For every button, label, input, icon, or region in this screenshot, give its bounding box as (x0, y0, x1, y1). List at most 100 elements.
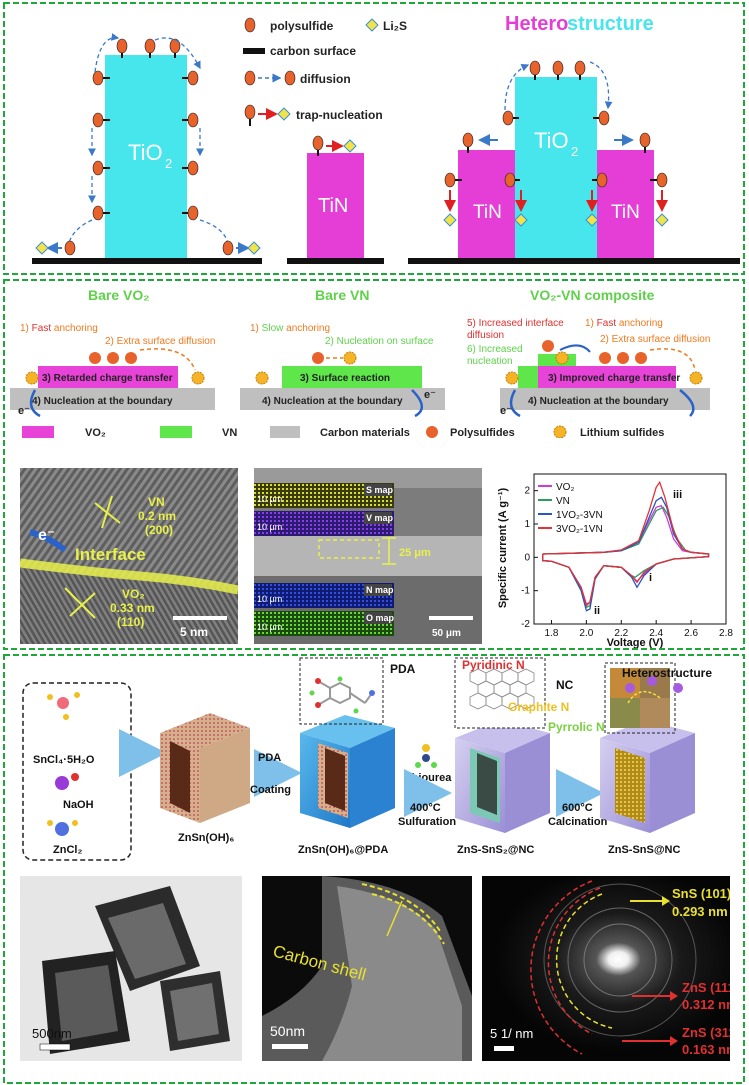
product-2: ZnSn(OH)₆@PDA (298, 844, 388, 856)
inset-pda (299, 657, 384, 725)
comp-step6a: 6) Increased (467, 344, 523, 355)
cv-chart: 1.8 2.0 2.2 2.4 2.6 2.8 -2 -1 0 1 2 VO₂ VN 1VO₂-3VN 3… (497, 473, 733, 648)
product-4: ZnS-SnS@NC (608, 844, 681, 856)
tio2-sub-left: 2 (165, 156, 172, 171)
saed-zns311-b: 0.163 nm (682, 1042, 730, 1057)
legend-diffusion: diffusion (300, 72, 351, 86)
cv-legend-label-1: VN (556, 496, 570, 507)
cv-ytick-label: 2 (524, 486, 530, 497)
tem-interface-image: e⁻ Interface VN 0.2 nm (200) VO₂ 0.33 nm… (20, 468, 238, 644)
vo2-layer (38, 366, 178, 388)
tin-label-mid: TiN (318, 195, 348, 217)
cv-xtick-label: 2.2 (614, 628, 628, 639)
vn-step4: 4) Nucleation at the boundary (262, 396, 403, 407)
panel1-frame (3, 2, 745, 275)
cv-ytick-label: 1 (524, 519, 530, 530)
cv-xtick-label: 2.4 (649, 628, 663, 639)
comp-step3: 3) Improved charge transfer (548, 373, 680, 384)
panel3-frame (3, 654, 745, 1084)
map-o-scale: 10 μm (257, 622, 282, 632)
comp-step5a: 5) Increased interface (467, 318, 564, 329)
hetero-title-b: structure (567, 13, 654, 35)
cv-ytick-label: 0 (524, 552, 530, 563)
vo2-electron: e⁻ (18, 405, 30, 417)
tem-vo2-c: (110) (117, 615, 144, 629)
carbon-surface-icon (243, 48, 265, 54)
comp-step5b: diffusion (467, 330, 504, 341)
reagent-zncl2: ZnCl₂ (53, 844, 82, 856)
vn-step2: 2) Nucleation on surface (325, 336, 434, 347)
inset-graphite: Graphite N (508, 700, 569, 714)
tem-cubes-image: 500nm (20, 876, 242, 1061)
saed-pattern-image: SnS (101) 0.293 nm ZnS (111) 0.312 nm Zn… (482, 876, 730, 1061)
cv-xtick-label: 2.8 (719, 628, 733, 639)
legend-carbon: carbon surface (270, 44, 356, 58)
panel-vo2-vn-schematic: Bare VO₂ Bare VN VO₂-VN composite 1) Fas… (10, 287, 710, 438)
map-s-label: S map (366, 485, 394, 495)
vo2-step2: 2) Extra surface diffusion (105, 336, 215, 347)
legend-lis-icon (553, 425, 567, 438)
saed-scale: 5 1/ nm (490, 1026, 533, 1041)
map-o-label: O map (366, 613, 395, 623)
tem-electron: e⁻ (38, 527, 55, 544)
vn-layer (282, 366, 422, 388)
tio2-block-left (105, 55, 187, 258)
saed-zns111-b: 0.312 nm (682, 997, 730, 1012)
legend-vn: VN (222, 427, 237, 438)
legend-polysulfide: polysulfide (270, 19, 334, 33)
map-n-label: N map (366, 585, 394, 595)
cv-ytick-label: -1 (521, 586, 530, 597)
cv-legend-label-2: 1VO₂-3VN (556, 510, 603, 521)
tin-block-right (597, 150, 654, 258)
map-s-scale: 10 μm (257, 494, 282, 504)
map-v-scale: 10 μm (257, 522, 282, 532)
legend-vn-swatch (160, 426, 192, 438)
cv-xtick-label: 2.6 (684, 628, 698, 639)
hetero-title-a: Hetero (505, 13, 568, 35)
cv-xtick-label: 1.8 (545, 628, 559, 639)
comp-step2: 2) Extra surface diffusion (600, 334, 710, 345)
panel1-legend: polysulfide Li₂S carbon surface diffusio… (243, 17, 407, 126)
map-thickness: 25 μm (399, 547, 431, 559)
reagent-naoh: NaOH (63, 799, 94, 811)
vn-carbon (240, 388, 445, 410)
legend-lis: Lithium sulfides (580, 427, 664, 438)
tem-vn-c: (200) (145, 523, 173, 537)
comp-step1: 1) Fast anchoring (585, 318, 663, 329)
li2s-icon (365, 18, 379, 32)
map-n-scale: 10 μm (257, 594, 282, 604)
vn-step1: 1) Slow anchoring (250, 323, 330, 334)
reagents-box (22, 682, 132, 861)
inset-pyridinic: Pyridinic N (462, 658, 525, 672)
hetero-tin-right: TiN (611, 202, 640, 223)
product-3: ZnS-SnS₂@NC (457, 844, 534, 856)
cv-annotation-iii: iii (673, 489, 682, 501)
panel-zns-sns-synthesis: SnCl₄·5H₂O NaOH ZnCl₂ ZnSn(OH)₆ PDA Coat… (3, 654, 745, 1084)
tem-carbon-shell-image: Carbon shell 50nm (262, 876, 472, 1061)
inset-nc (454, 657, 546, 729)
tin-block-mid (307, 153, 364, 258)
step-600: 600°C (562, 802, 593, 814)
vo2-step1: 1) Fast anchoring (20, 323, 98, 334)
cube-znsnoh6 (160, 713, 250, 823)
legend-vo2: VO₂ (85, 427, 106, 438)
sem-eds-maps: S map V map N map O map 10 μm 10 μm 10 μ… (254, 468, 482, 644)
legend-vo2-swatch (22, 426, 54, 438)
cv-ylabel: Specific current (A g⁻¹) (497, 488, 509, 609)
polysulfide-icon (244, 17, 256, 33)
legend-carbon-text: Carbon materials (320, 427, 410, 438)
vn-electron: e⁻ (424, 389, 436, 401)
tem-vo2-a: VO₂ (122, 587, 145, 601)
hetero-tio2-label: TiO (534, 128, 569, 153)
legend-li2s: Li₂S (383, 19, 407, 33)
cv-axes: 1.8 2.0 2.2 2.4 2.6 2.8 -2 -1 0 1 2 (521, 473, 733, 639)
tio2-label-left: TiO (128, 140, 163, 165)
step-sulfuration: Sulfuration (398, 816, 456, 828)
cube-pda (300, 715, 395, 828)
tem-vo2-b: 0.33 nm (110, 601, 155, 615)
carbon-surface-right (408, 258, 740, 264)
inset-hetero-label: Heterostructure (622, 666, 712, 680)
vo2-step3: 3) Retarded charge transfer (42, 373, 173, 384)
inset-nc-label: NC (556, 678, 574, 692)
vn-step3: 3) Surface reaction (300, 373, 390, 384)
